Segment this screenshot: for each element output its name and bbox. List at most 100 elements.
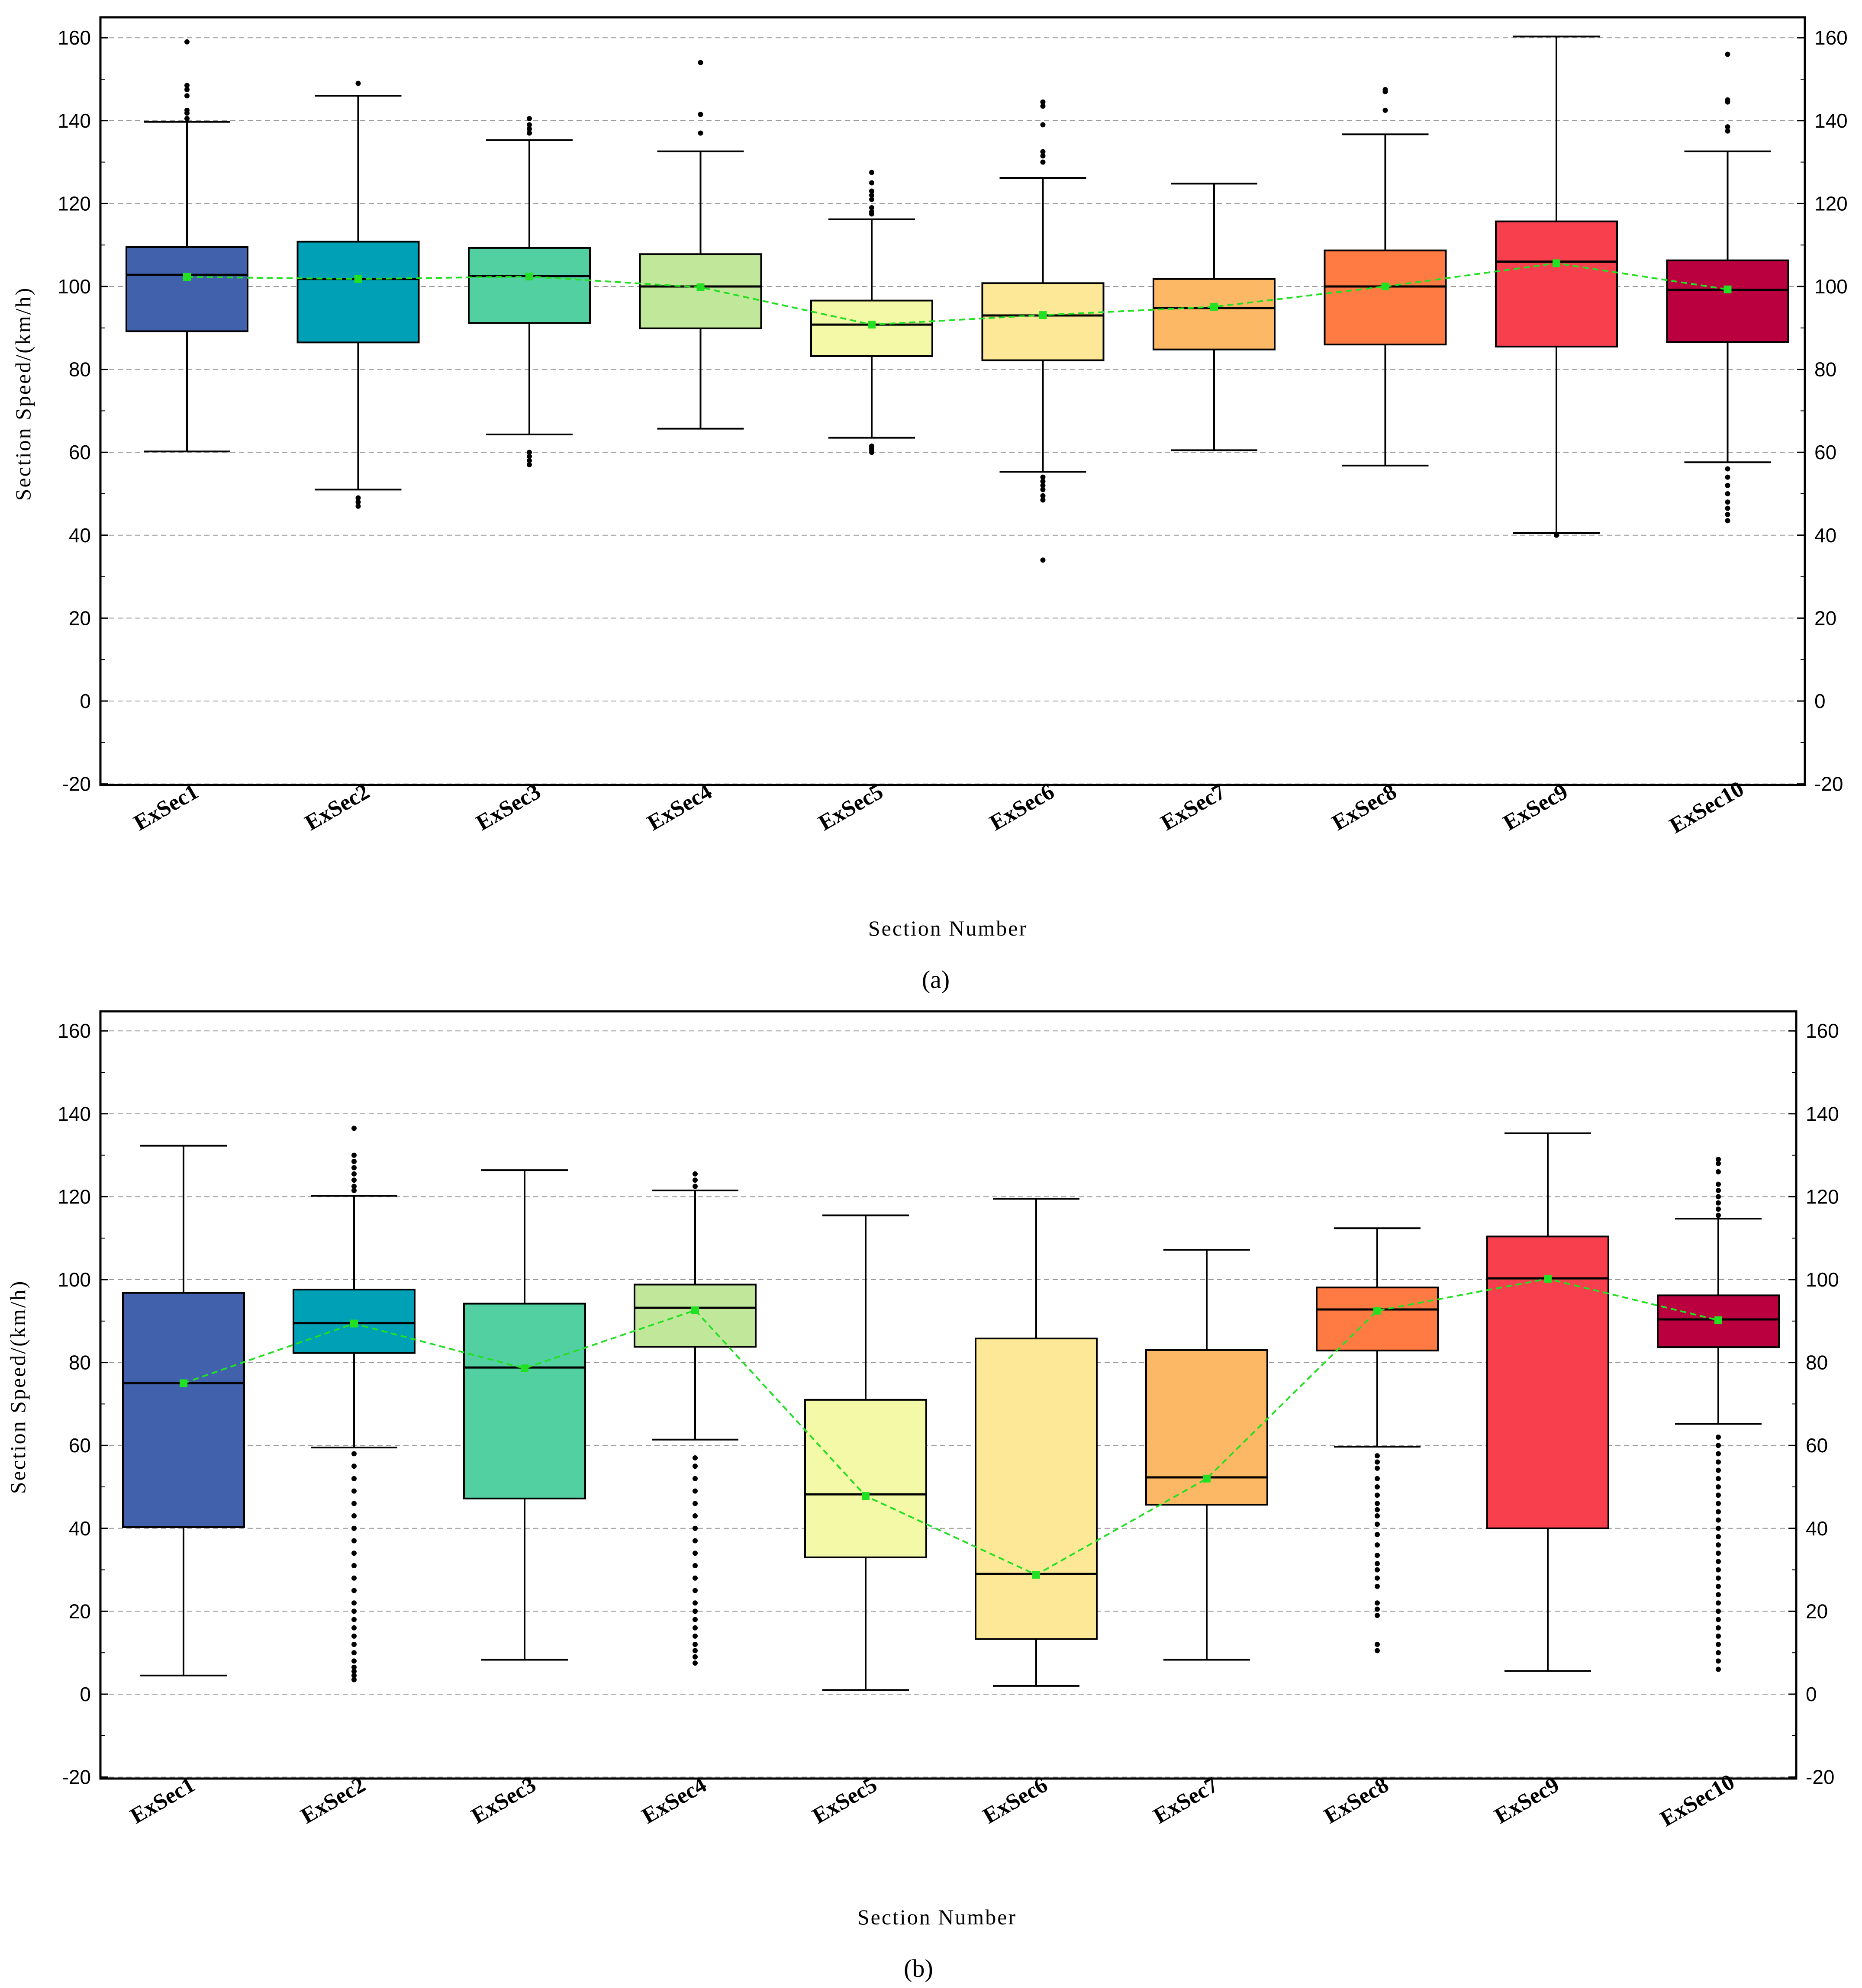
panel-b-exsec2-outlier xyxy=(351,1488,357,1494)
panel-a-y-tick-label: -20 xyxy=(62,773,91,795)
panel-b-exsec2-outlier xyxy=(351,1188,357,1193)
panel-b-exsec4-outlier xyxy=(693,1525,698,1531)
panel-a-exsec7-mean-marker xyxy=(1210,302,1218,311)
panel-a-exsec5-outlier xyxy=(869,196,874,202)
panel-b-exsec2-outlier xyxy=(351,1677,357,1682)
panel-a-exsec5-outlier xyxy=(869,170,874,175)
panel-a-exsec6-box xyxy=(981,282,1105,361)
panel-a-y-tick-label-right: 0 xyxy=(1814,690,1826,712)
panel-a-exsec4-outlier xyxy=(698,130,703,136)
panel-a-exsec1-outlier xyxy=(184,93,190,99)
panel-b-exsec5-mean-marker xyxy=(862,1492,870,1500)
panel-b-exsec5-box xyxy=(804,1399,927,1558)
panel-b-exsec10-outlier xyxy=(1716,1493,1721,1498)
panel-a-exsec3-outlier xyxy=(527,130,532,136)
panel-b-exsec2-outlier xyxy=(351,1588,357,1593)
panel-b-exsec2-outlier xyxy=(351,1126,357,1131)
panel-b-exsec4-outlier xyxy=(693,1563,698,1569)
panel-a-exsec2-label: ExSec2 xyxy=(301,779,374,836)
panel-b-exsec5-label: ExSec5 xyxy=(808,1772,881,1829)
panel-a-exsec3-outlier xyxy=(527,116,532,122)
panel-b-exsec10-outlier xyxy=(1716,1534,1721,1539)
panel-b-y-tick-label: 80 xyxy=(69,1351,91,1374)
panel-a-exsec6-label: ExSec6 xyxy=(986,779,1059,836)
panel-a-exsec10-outlier xyxy=(1725,97,1730,103)
panel-a-exsec7-label: ExSec7 xyxy=(1157,779,1230,836)
panel-b-exsec4-outlier xyxy=(693,1501,698,1506)
panel-a-exsec7-box xyxy=(1153,278,1276,351)
panel-b-exsec10-outlier xyxy=(1716,1542,1721,1548)
panel-a-exsec6-outlier xyxy=(1040,557,1046,563)
panel-b-y-tick-label: 20 xyxy=(69,1600,91,1622)
panel-a-y-tick-label: 0 xyxy=(80,690,91,712)
panel-b-exsec8-outlier xyxy=(1375,1542,1380,1548)
panel-b-exsec10-outlier xyxy=(1716,1559,1721,1564)
panel-b-exsec3-box xyxy=(463,1303,586,1499)
panel-b-exsec4-label: ExSec4 xyxy=(638,1772,711,1829)
panel-b-y-axis-title: Section Speed/(km/h) xyxy=(6,1280,30,1494)
panel-b-exsec2-outlier xyxy=(351,1617,357,1622)
panel-b-exsec2-outlier xyxy=(351,1538,357,1544)
panel-a-exsec10-outlier xyxy=(1725,511,1730,517)
panel-b-exsec2-outlier xyxy=(351,1476,357,1481)
panel-b-plot-frame xyxy=(99,1010,1798,1780)
panel-b-exsec2-outlier xyxy=(351,1650,357,1656)
panel-a-exsec10-outlier xyxy=(1725,124,1730,130)
panel-a-exsec6-outlier xyxy=(1040,497,1046,503)
panel-b-exsec8-outlier xyxy=(1375,1532,1380,1538)
panel-b-y-tick-label: 40 xyxy=(69,1517,91,1540)
panel-b-exsec10-outlier xyxy=(1716,1567,1721,1573)
panel-a-exsec1-outlier xyxy=(184,116,190,122)
panel-a-exsec1-mean-marker xyxy=(183,273,191,281)
panel-b-exsec10-outlier xyxy=(1716,1592,1721,1598)
panel-a-exsec4-label: ExSec4 xyxy=(643,779,716,836)
panel-b-exsec2-outlier xyxy=(351,1177,357,1183)
panel-a-exsec10-mean-marker xyxy=(1723,285,1732,293)
panel-a-exsec5-label: ExSec5 xyxy=(814,779,887,836)
panel-b-exsec4-outlier xyxy=(693,1455,698,1460)
panel-b-exsec2-outlier xyxy=(351,1152,357,1158)
panel-b-exsec2-outlier xyxy=(351,1551,357,1556)
panel-a-exsec6-outlier xyxy=(1040,153,1046,159)
panel-a-exsec10-outlier xyxy=(1725,518,1730,524)
panel-b-exsec8-outlier xyxy=(1375,1493,1380,1498)
panel-a-exsec1-outlier xyxy=(184,107,190,113)
panel-a-exsec3-outlier xyxy=(527,462,532,467)
panel-a-exsec3-box xyxy=(468,247,591,324)
panel-b-exsec4-outlier xyxy=(693,1642,698,1647)
panel-b-exsec2-outlier xyxy=(351,1464,357,1469)
panel-b-exsec4-outlier xyxy=(693,1551,698,1556)
panel-b-exsec8-outlier xyxy=(1375,1567,1380,1573)
panel-b-exsec4-outlier xyxy=(693,1654,698,1660)
panel-b-exsec6-label: ExSec6 xyxy=(979,1772,1052,1829)
panel-a-y-tick-label: 80 xyxy=(69,358,91,381)
panel-b-exsec10-outlier xyxy=(1716,1200,1721,1206)
panel-b-exsec10-outlier xyxy=(1716,1658,1721,1664)
panel-b-exsec9-box xyxy=(1486,1235,1609,1529)
panel-b-exsec4-outlier xyxy=(693,1464,698,1469)
panel-b-y-tick-label: 160 xyxy=(58,1020,91,1042)
panel-a-y-tick-label-right: 100 xyxy=(1814,275,1848,298)
panel-b-exsec4-outlier xyxy=(693,1171,698,1177)
panel-a-exsec2-outlier xyxy=(355,80,361,86)
panel-b-chart: -20 -20 0 0 20 20 40 40 60 60 80 80 100 100 120 120 140 1… xyxy=(58,1010,1839,1831)
panel-b-exsec10-outlier xyxy=(1716,1443,1721,1448)
panel-b-exsec8-outlier xyxy=(1375,1513,1380,1519)
panel-b-exsec10-outlier xyxy=(1716,1575,1721,1581)
panel-b-exsec10-outlier xyxy=(1716,1642,1721,1647)
panel-a-exsec1-label: ExSec1 xyxy=(129,779,203,836)
panel-a-exsec3-outlier xyxy=(527,450,532,455)
panel-b-exsec8-outlier xyxy=(1375,1459,1380,1465)
panel-b-exsec2-outlier xyxy=(351,1625,357,1631)
panel-a-exsec3-outlier xyxy=(527,458,532,463)
panel-b-exsec2-outlier xyxy=(351,1451,357,1457)
panel-b-exsec2-outlier xyxy=(351,1575,357,1581)
panel-a-exsec9-label: ExSec9 xyxy=(1499,779,1572,836)
panel-b-exsec10-outlier xyxy=(1716,1633,1721,1639)
panel-b-y-tick-label-right: 120 xyxy=(1806,1185,1839,1208)
panel-a-exsec6-outlier xyxy=(1040,474,1046,480)
panel-b-exsec3-mean-marker xyxy=(521,1364,528,1373)
panel-b-exsec4-box xyxy=(634,1284,757,1348)
panel-b-exsec2-outlier xyxy=(351,1664,357,1670)
panel-a-exsec10-box xyxy=(1666,259,1789,343)
